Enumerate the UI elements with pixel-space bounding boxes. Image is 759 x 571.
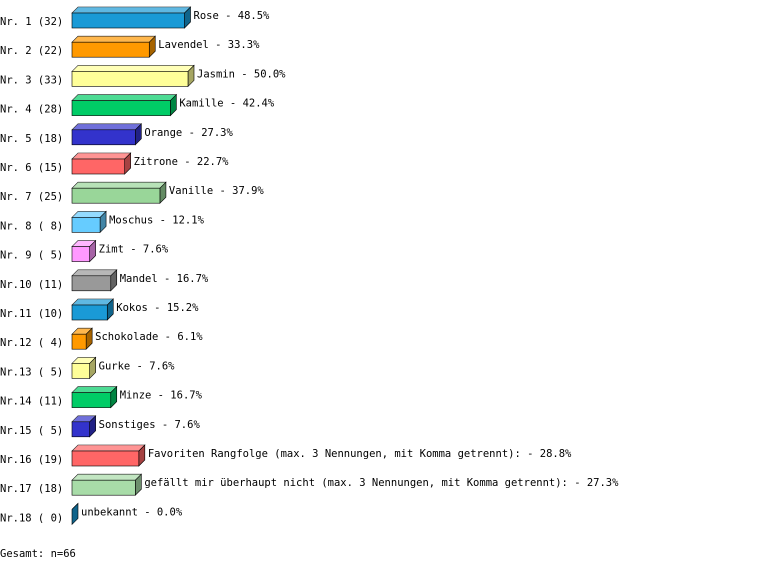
bar	[71, 246, 90, 262]
bar-side-shade	[184, 7, 191, 28]
row-label: Nr.17 (18)	[0, 483, 63, 495]
bar-top-shade	[72, 474, 142, 481]
bar-top-shade	[72, 445, 145, 451]
bar	[71, 304, 108, 321]
bar-side-shade	[72, 503, 78, 525]
value-label: Minze - 16.7%	[120, 390, 203, 402]
bar-top-shade	[72, 269, 117, 276]
value-label: unbekannt - 0.0%	[81, 506, 183, 518]
bar-top-shade	[72, 153, 131, 159]
bar-side-shade	[135, 123, 142, 145]
bar-side-shade	[135, 474, 142, 496]
row-label: Nr.15 ( 5)	[0, 425, 63, 437]
row-label: Nr. 6 (15)	[0, 162, 63, 174]
bar	[71, 41, 150, 58]
bar-side-shade	[170, 94, 177, 116]
bar-top-shade	[72, 211, 107, 218]
bar-side-shade	[138, 445, 145, 466]
bar-side-shade	[149, 36, 156, 58]
bar	[71, 158, 125, 175]
bar-side-shade	[86, 328, 93, 350]
bar	[71, 71, 189, 87]
row-label: Nr. 8 ( 8)	[0, 220, 63, 232]
bar	[71, 100, 171, 116]
bar	[71, 392, 112, 408]
row-label: Nr. 3 (33)	[0, 74, 63, 86]
bar	[71, 129, 136, 146]
value-label: Lavendel - 33.3%	[158, 39, 260, 51]
row-label: Nr.13 ( 5)	[0, 366, 63, 378]
bar	[71, 217, 101, 233]
bar-side-shade	[159, 182, 166, 204]
bar	[71, 450, 140, 467]
row-label: Nr.10 (11)	[0, 279, 63, 291]
footer: Gesamt: n=66	[0, 548, 76, 560]
bar-top-shade	[72, 7, 191, 13]
bar-top-shade	[72, 386, 117, 393]
bar-side-shade	[100, 211, 107, 233]
bar-top-shade	[72, 299, 114, 305]
bar-top-shade	[72, 357, 96, 364]
row-label: Nr.12 ( 4)	[0, 337, 63, 349]
bar-top-shade	[72, 415, 96, 422]
value-label: Rose - 48.5%	[194, 10, 271, 22]
bar-side-shade	[89, 415, 96, 437]
bar-top-shade	[72, 328, 93, 335]
bar-side-shade	[89, 357, 96, 379]
bar-top-shade	[72, 123, 142, 130]
value-label: Zimt - 7.6%	[99, 244, 169, 256]
value-label: Vanille - 37.9%	[169, 185, 265, 197]
value-label: gefällt mir überhaupt nicht (max. 3 Nenn…	[144, 477, 619, 489]
row-label: Nr.18 ( 0)	[0, 512, 63, 524]
bar-side-shade	[188, 65, 194, 87]
row-label: Nr. 7 (25)	[0, 191, 63, 203]
value-label: Kokos - 15.2%	[116, 302, 199, 314]
row-label: Nr. 4 (28)	[0, 104, 63, 116]
value-label: Sonstiges - 7.6%	[99, 419, 201, 431]
row-label: Nr. 2 (22)	[0, 45, 63, 57]
row-label: Nr.16 (19)	[0, 454, 63, 466]
bar-top-shade	[72, 182, 166, 189]
bar-side-shade	[110, 269, 117, 291]
row-label: Nr. 5 (18)	[0, 133, 63, 145]
bar-side	[71, 502, 79, 526]
bar	[71, 187, 161, 204]
bar	[71, 479, 136, 496]
value-label: Zitrone - 22.7%	[134, 156, 230, 168]
bar-top-shade	[72, 65, 194, 72]
bar-top-shade	[72, 240, 96, 247]
row-label: Nr. 9 ( 5)	[0, 250, 63, 262]
bar	[71, 363, 90, 379]
bar	[71, 12, 185, 29]
value-label: Kamille - 42.4%	[179, 98, 275, 110]
value-label: Favoriten Rangfolge (max. 3 Nennungen, m…	[148, 448, 572, 460]
bar-side-shade	[89, 240, 96, 262]
bar-top-shade	[72, 36, 156, 43]
bar	[71, 421, 90, 438]
value-label: Gurke - 7.6%	[99, 360, 176, 372]
row-label: Nr.11 (10)	[0, 308, 63, 320]
bar	[71, 333, 87, 350]
bar-side-shade	[124, 153, 131, 174]
value-label: Schokolade - 6.1%	[95, 331, 203, 343]
value-label: Jasmin - 50.0%	[197, 68, 286, 80]
value-label: Moschus - 12.1%	[109, 214, 205, 226]
bar	[71, 275, 112, 292]
value-label: Mandel - 16.7%	[120, 273, 209, 285]
bar-side-shade	[107, 299, 114, 320]
bar-side-shade	[110, 386, 117, 408]
value-label: Orange - 27.3%	[144, 127, 233, 139]
bar-top-shade	[72, 94, 177, 101]
row-label: Nr. 1 (32)	[0, 16, 63, 28]
row-label: Nr.14 (11)	[0, 396, 63, 408]
